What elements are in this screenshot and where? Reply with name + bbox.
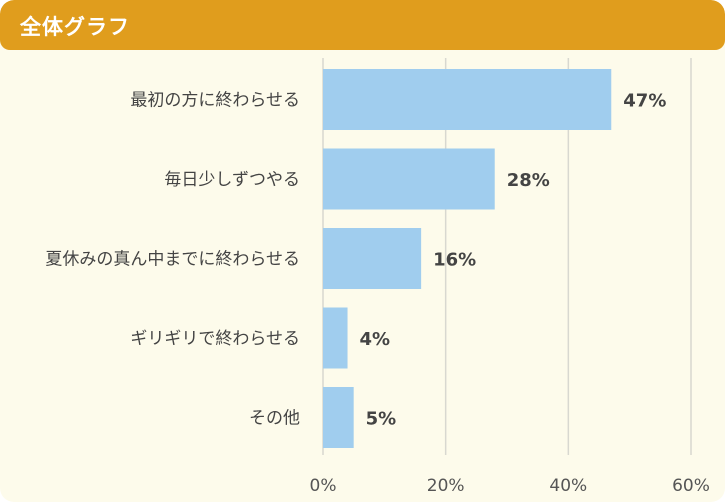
category-label: 夏休みの真ん中までに終わらせる <box>45 250 300 270</box>
data-label: 5% <box>366 409 397 430</box>
category-label: ギリギリで終わらせる <box>130 329 300 349</box>
data-label: 4% <box>360 329 391 350</box>
category-label: 最初の方に終わらせる <box>130 91 300 111</box>
chart-header-title: 全体グラフ <box>20 15 130 39</box>
category-label: その他 <box>249 409 300 429</box>
chart-header: 全体グラフ <box>0 0 725 50</box>
bar-2 <box>323 228 422 289</box>
x-tick-label: 20% <box>427 476 465 496</box>
x-tick-label: 40% <box>549 476 587 496</box>
data-label: 47% <box>623 91 666 112</box>
category-label: 毎日少しずつやる <box>164 170 300 190</box>
bar-4 <box>323 387 354 448</box>
bar-3 <box>323 307 348 369</box>
bar-1 <box>323 148 495 210</box>
x-tick-label: 60% <box>672 476 710 496</box>
x-tick-label: 0% <box>310 476 337 496</box>
data-label: 16% <box>433 250 476 271</box>
data-label: 28% <box>507 170 550 191</box>
bar-0 <box>323 69 612 130</box>
